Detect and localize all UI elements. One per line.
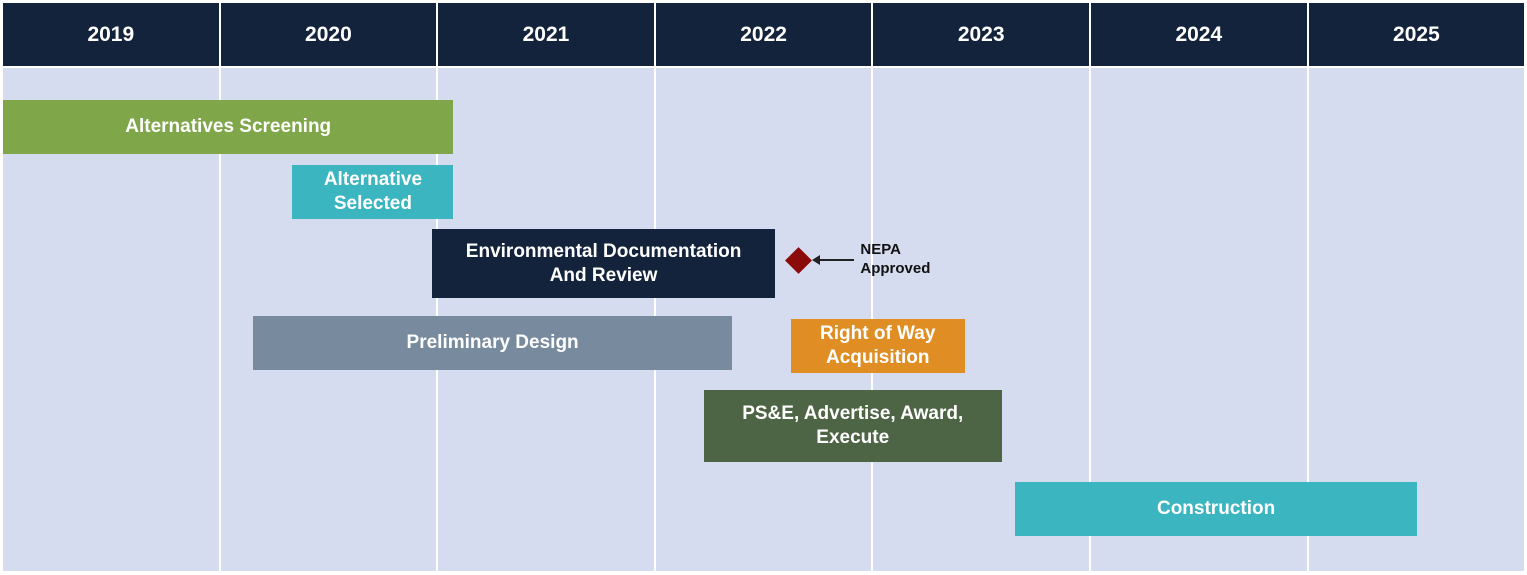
task-bar: Environmental Documentation And Review xyxy=(431,229,776,298)
year-header: 2025 xyxy=(1308,3,1525,66)
milestone-label: NEPA Approved xyxy=(860,241,931,277)
task-label: Construction xyxy=(1156,498,1276,519)
task-label: PS&E, Advertise, Award, Execute xyxy=(742,403,964,448)
task-bar: Preliminary Design xyxy=(253,316,732,370)
task-bar: Alternatives Screening xyxy=(3,100,454,154)
task-label: Right of Way Acquisition xyxy=(820,323,936,368)
task-bar: Construction xyxy=(1014,482,1418,536)
task-label: Alternative Selected xyxy=(323,169,423,214)
year-header: 2019 xyxy=(3,3,219,66)
year-header: 2021 xyxy=(438,3,654,66)
task-bar: Alternative Selected xyxy=(292,165,454,219)
milestone-arrowhead xyxy=(812,255,821,265)
task-label: Alternatives Screening xyxy=(125,116,332,137)
task-bar: PS&E, Advertise, Award, Execute xyxy=(703,390,1002,462)
task-label: Preliminary Design xyxy=(406,332,579,353)
task-label: Environmental Documentation And Review xyxy=(465,240,742,286)
year-header: 2023 xyxy=(873,3,1089,66)
year-header: 2024 xyxy=(1091,3,1307,66)
year-header: 2022 xyxy=(655,3,872,66)
year-header: 2020 xyxy=(220,3,437,66)
milestone-arrow-line xyxy=(818,259,855,261)
task-bar: Right of Way Acquisition xyxy=(790,319,965,373)
